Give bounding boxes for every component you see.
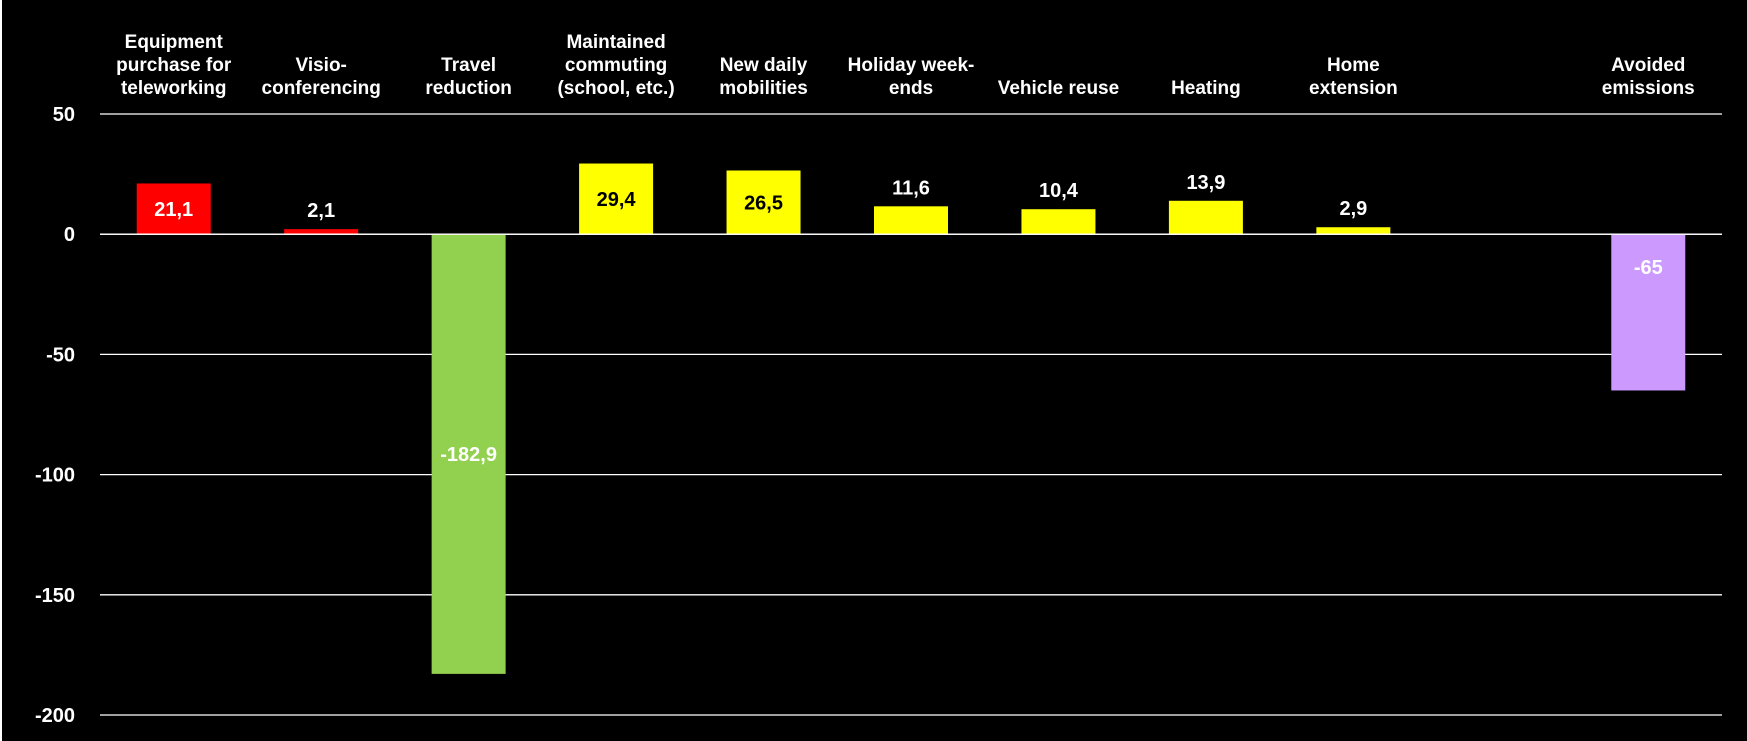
- bar: [136, 183, 211, 235]
- bar: [1168, 200, 1243, 235]
- x-category-label-line: New daily: [720, 55, 808, 76]
- y-tick-label: -150: [35, 585, 75, 607]
- x-category-label-line: teleworking: [121, 78, 227, 99]
- x-category-label-line: Avoided: [1611, 55, 1685, 76]
- y-tick-label: 0: [64, 224, 75, 246]
- data-label: 2,1: [307, 200, 335, 222]
- x-category-label: Home extension: [1309, 55, 1398, 99]
- data-label: 2,9: [1339, 198, 1367, 220]
- x-category-label-line: Heating: [1171, 78, 1241, 99]
- bar: [1316, 227, 1391, 235]
- chart-frame-border: [0, 0, 2, 741]
- bar: [874, 206, 948, 235]
- bar: [284, 229, 359, 235]
- x-category-label: Travel reduction: [425, 55, 512, 99]
- y-tick-label: -200: [35, 705, 75, 727]
- x-category-label-line: ends: [889, 78, 933, 99]
- data-label: 26,5: [744, 192, 783, 214]
- data-label: 29,4: [597, 189, 637, 211]
- bar: [579, 163, 654, 235]
- x-category-label: Equipment purchase for teleworking: [116, 32, 232, 99]
- x-category-label-line: mobilities: [719, 78, 808, 99]
- x-category-label-line: Maintained: [566, 32, 665, 53]
- bar: [1021, 209, 1096, 235]
- x-category-label-line: Equipment: [125, 32, 224, 53]
- x-category-label: Vehicle reuse: [998, 78, 1119, 99]
- x-category-label-line: Home: [1327, 55, 1380, 76]
- x-category-label-line: commuting: [565, 55, 667, 76]
- y-tick-label: 50: [53, 104, 75, 126]
- bar: [431, 234, 506, 674]
- data-label: 21,1: [154, 199, 193, 221]
- x-category-label: Heating: [1171, 78, 1241, 99]
- x-category-label-line: purchase for: [116, 55, 232, 76]
- x-category-label-line: extension: [1309, 78, 1398, 99]
- bar: [726, 170, 801, 235]
- x-category-label-line: emissions: [1602, 78, 1695, 99]
- x-category-label-line: Travel: [441, 55, 496, 76]
- y-tick-label: -100: [35, 465, 75, 487]
- x-category-label: Avoided emissions: [1602, 55, 1695, 99]
- x-category-label: New daily mobilities: [719, 55, 808, 99]
- x-category-label: Maintained commuting (school, etc.): [557, 32, 674, 99]
- x-category-label: Visio-conferencing: [262, 55, 381, 99]
- x-category-label-line: Vehicle reuse: [998, 78, 1119, 99]
- bar: [1611, 234, 1686, 391]
- x-category-label-line: reduction: [425, 78, 512, 99]
- data-label: 10,4: [1039, 180, 1079, 202]
- x-category-label: Holiday week-ends: [848, 55, 975, 99]
- x-category-label-line: Holiday week-: [848, 55, 975, 76]
- data-label: 11,6: [892, 177, 930, 199]
- x-category-label-line: (school, etc.): [557, 78, 674, 99]
- x-category-label-line: Visio-: [295, 55, 346, 76]
- data-label: -182,9: [440, 444, 497, 466]
- y-tick-label: -50: [46, 344, 75, 366]
- x-category-label-line: conferencing: [262, 78, 381, 99]
- data-label: -65: [1634, 257, 1663, 279]
- data-label: 13,9: [1186, 172, 1225, 194]
